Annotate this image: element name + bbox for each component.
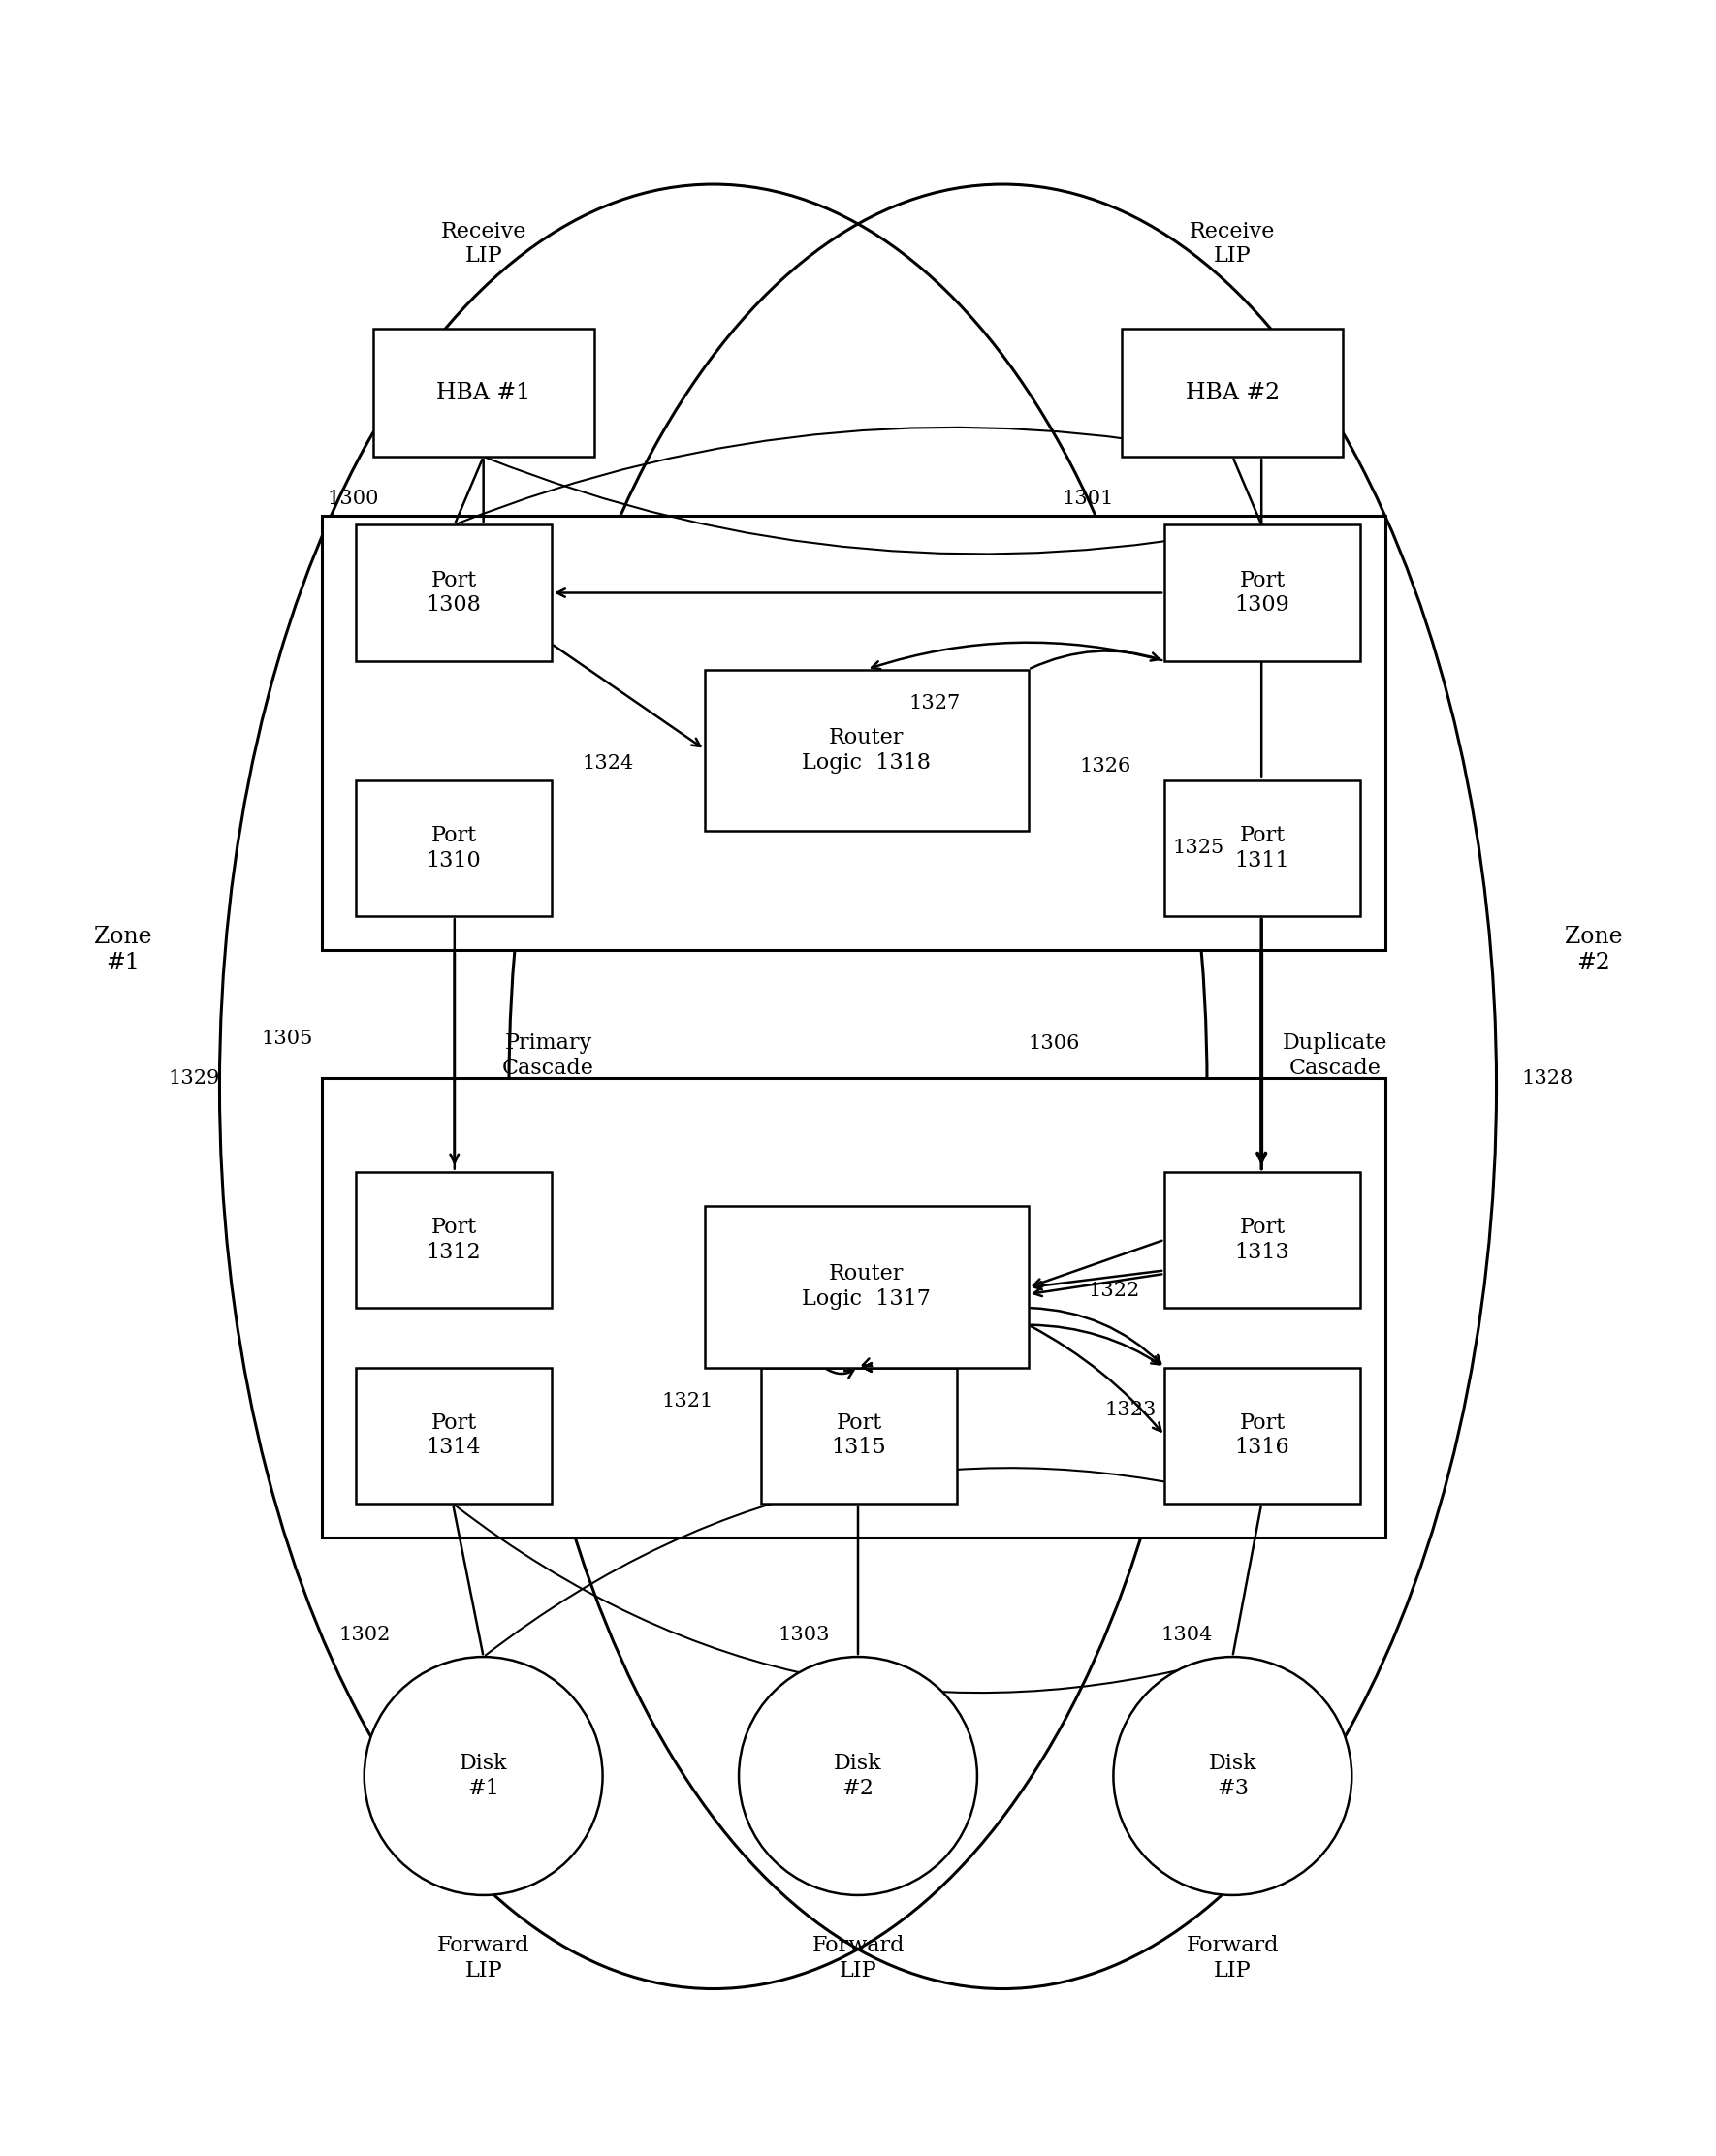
Text: 1321: 1321: [662, 1393, 714, 1410]
Text: Forward
LIP: Forward LIP: [438, 1936, 530, 1981]
Text: Disk
#1: Disk #1: [460, 1753, 508, 1798]
Text: Disk
#3: Disk #3: [1208, 1753, 1256, 1798]
Text: Router
Logic  1317: Router Logic 1317: [801, 1263, 930, 1309]
Bar: [355, 524, 551, 662]
Text: Port
1311: Port 1311: [1236, 826, 1290, 871]
Text: 1322: 1322: [1088, 1281, 1139, 1300]
Circle shape: [1114, 1656, 1352, 1895]
Text: Port
1312: Port 1312: [426, 1216, 480, 1263]
Text: Disk
#2: Disk #2: [834, 1753, 882, 1798]
Text: HBA #1: HBA #1: [436, 382, 530, 403]
Text: 1324: 1324: [582, 755, 633, 772]
Bar: [1122, 330, 1344, 457]
Bar: [355, 1171, 551, 1309]
Bar: [1165, 1367, 1361, 1503]
Text: Loop Switch SN #1
1319: Loop Switch SN #1 1319: [740, 709, 968, 757]
Text: Receive
LIP: Receive LIP: [1189, 220, 1275, 267]
Text: Duplicate
Cascade: Duplicate Cascade: [1282, 1033, 1387, 1078]
Text: 1325: 1325: [1174, 839, 1225, 858]
Bar: [760, 1367, 958, 1503]
Bar: [1165, 524, 1361, 662]
Text: Port
1308: Port 1308: [426, 569, 480, 617]
Text: 1304: 1304: [1162, 1626, 1213, 1643]
Circle shape: [740, 1656, 976, 1895]
Text: Port
1314: Port 1314: [426, 1412, 480, 1457]
Text: Port
1309: Port 1309: [1236, 569, 1290, 617]
Circle shape: [364, 1656, 602, 1895]
Bar: [1165, 780, 1361, 916]
Text: 1326: 1326: [1079, 757, 1131, 776]
Text: Receive
LIP: Receive LIP: [441, 220, 527, 267]
Bar: [321, 1078, 1387, 1537]
Bar: [355, 1367, 551, 1503]
Text: Zone
#2: Zone #2: [1565, 927, 1622, 975]
Text: Port
1315: Port 1315: [832, 1412, 885, 1457]
Text: 1300: 1300: [326, 489, 379, 509]
Bar: [705, 668, 1028, 832]
Text: Loop Switch
SN #2 1320: Loop Switch SN #2 1320: [782, 1283, 925, 1332]
Bar: [372, 330, 594, 457]
Text: Zone
#1: Zone #1: [94, 927, 151, 975]
Text: Router
Logic  1318: Router Logic 1318: [801, 727, 932, 774]
Text: 1328: 1328: [1522, 1069, 1574, 1087]
Text: 1303: 1303: [777, 1626, 831, 1643]
Text: Port
1313: Port 1313: [1236, 1216, 1290, 1263]
Text: 1305: 1305: [261, 1031, 314, 1048]
Bar: [355, 780, 551, 916]
Bar: [705, 1205, 1028, 1367]
Text: 1329: 1329: [168, 1069, 220, 1087]
Text: 1301: 1301: [1062, 489, 1114, 509]
Text: 1323: 1323: [1105, 1401, 1157, 1419]
Bar: [321, 515, 1387, 951]
Text: Forward
LIP: Forward LIP: [812, 1936, 904, 1981]
Text: Port
1310: Port 1310: [426, 826, 480, 871]
Text: 1306: 1306: [1028, 1035, 1079, 1052]
Text: Port
1316: Port 1316: [1236, 1412, 1290, 1457]
Text: Forward
LIP: Forward LIP: [1186, 1936, 1278, 1981]
Bar: [1165, 1171, 1361, 1309]
Text: Primary
Cascade: Primary Cascade: [503, 1033, 594, 1078]
Text: 1302: 1302: [338, 1626, 391, 1643]
Text: HBA #2: HBA #2: [1186, 382, 1280, 403]
Text: 1327: 1327: [909, 694, 961, 714]
